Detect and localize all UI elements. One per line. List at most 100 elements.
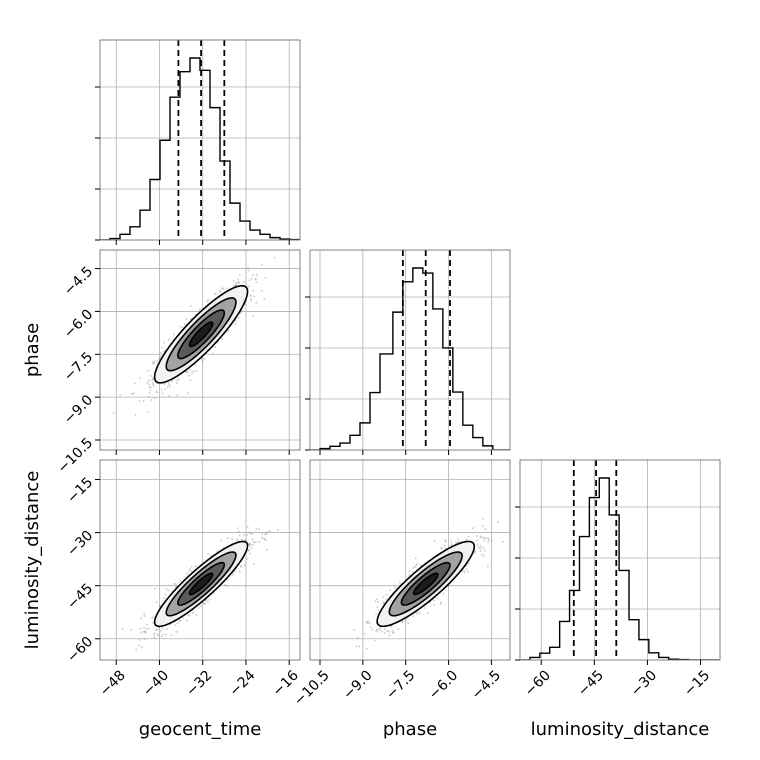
x-tick-label: −32 [183,667,215,699]
scatter-point [481,517,484,520]
scatter-point [247,549,250,552]
x-tick-label: −6.0 [426,667,461,702]
scatter-point [371,628,374,631]
scatter-point [148,392,151,395]
scatter-point [221,337,224,340]
scatter-point [156,633,159,636]
scatter-point [401,620,404,623]
scatter-point [363,632,366,635]
scatter-point [251,532,254,535]
scatter-point [401,620,404,623]
scatter-point [483,549,486,552]
scatter-point [155,601,158,604]
scatter-point [207,298,210,301]
scatter-point [191,371,194,374]
scatter-point [484,528,487,531]
scatter-point [382,602,385,605]
scatter-point [205,599,208,602]
scatter-point [479,547,482,550]
scatter-point [376,606,379,609]
scatter-point [182,616,185,619]
scatter-point [252,314,255,317]
scatter-point [529,512,531,514]
scatter-point [230,538,233,541]
scatter-point [474,550,477,553]
scatter-point [161,346,164,349]
scatter-point [265,548,268,551]
scatter-point [160,388,163,391]
scatter-point [411,571,414,574]
scatter-point [206,300,209,303]
scatter-point [208,598,211,601]
scatter-point [186,613,189,616]
scatter-point [226,578,229,581]
scatter-point [236,527,239,530]
scatter-point [455,541,458,544]
x-tick-label: −48 [97,667,129,699]
scatter-point [121,628,124,631]
scatter-point [263,538,266,541]
scatter-point [250,298,253,301]
scatter-point [185,371,188,374]
scatter-point [158,604,161,607]
scatter-point [153,636,156,639]
scatter-point [237,530,240,533]
scatter-point [112,411,115,414]
scatter-point [249,542,252,545]
scatter-point [475,535,478,538]
scatter-point [386,629,389,632]
scatter-point [237,281,240,284]
x-tick-label: −30 [628,667,660,699]
scatter-point [174,582,177,585]
scatter-point [146,623,149,626]
scatter-point [239,565,242,568]
scatter-point [249,531,252,534]
x-tick-label: −40 [140,667,172,699]
scatter-point [197,606,200,609]
scatter-point [153,632,156,635]
scatter-point [477,546,480,549]
scatter-point [206,600,209,603]
scatter-point [254,541,257,544]
scatter-point [483,539,486,542]
scatter-point [483,537,486,540]
scatter-point [249,552,252,555]
scatter-point [177,378,180,381]
scatter-point [153,397,156,400]
scatter-point [167,338,170,341]
scatter-point [414,566,417,569]
scatter-point [132,392,135,395]
scatter-point [485,537,488,540]
scatter-point [387,630,390,633]
scatter-point [440,601,443,604]
scatter-point [252,563,255,566]
scatter-point [249,294,252,297]
scatter-point [186,371,189,374]
scatter-point [249,294,252,297]
scatter-point [412,566,415,569]
scatter-point [152,385,155,388]
scatter-point [264,277,267,280]
scatter-point [165,628,168,631]
scatter-point [139,628,142,631]
scatter-point [169,385,172,388]
contour-level-3 [188,572,214,596]
scatter-point [192,370,195,373]
scatter-point [383,628,386,631]
scatter-point [240,310,243,313]
scatter-point [168,383,171,386]
scatter-point [159,355,162,358]
scatter-point [238,281,241,284]
scatter-point [243,280,246,283]
scatter-point [143,612,146,615]
scatter-point [238,534,241,537]
scatter-point [154,587,157,590]
scatter-point [414,557,417,560]
scatter-point [191,611,194,614]
scatter-point [214,292,217,295]
scatter-point [179,580,182,583]
scatter-point [269,529,272,532]
scatter-point [176,381,179,384]
y-tick-label: −9.0 [61,392,96,427]
